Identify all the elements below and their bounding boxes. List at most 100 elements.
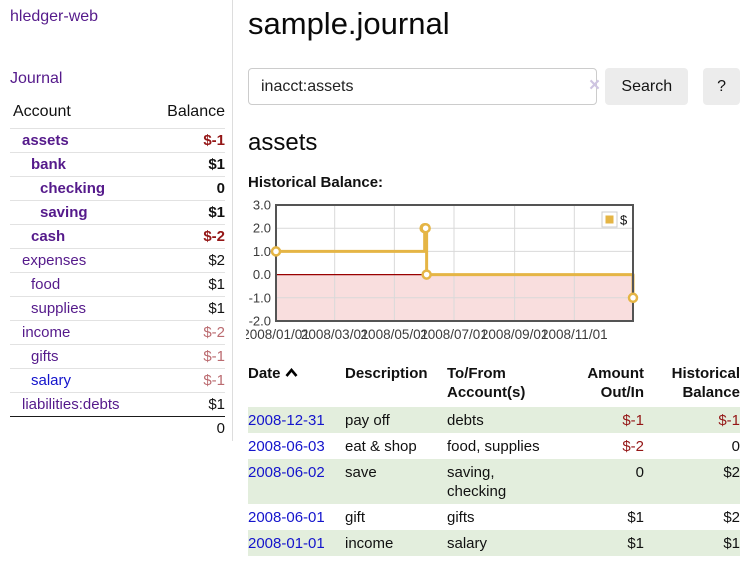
- register-table: Date Description To/From Account(s) Amou…: [248, 362, 740, 556]
- accounts-table-body: assets $-1 bank $1 checking 0 saving $1 cash $-2 e…: [10, 128, 225, 417]
- svg-text:-1.0: -1.0: [249, 290, 271, 305]
- account-balance: 0: [148, 176, 225, 201]
- transaction-date-link[interactable]: 2008-06-01: [248, 509, 325, 526]
- transaction-accounts: saving, checking: [447, 464, 507, 500]
- register-row: 2008-06-01 gift gifts $1 $2: [248, 504, 740, 530]
- chart-canvas: 3.0 2.0 1.0 0.0 -1.0 -2.02008/01/012008/03/01…: [242, 198, 639, 342]
- app-brand-link[interactable]: hledger-web: [10, 8, 99, 25]
- transaction-amount: $-2: [622, 438, 644, 455]
- svg-text:$: $: [620, 213, 628, 228]
- account-link[interactable]: liabilities:debts: [22, 396, 120, 413]
- transaction-description: eat & shop: [345, 438, 417, 455]
- historical-balance-chart: 3.0 2.0 1.0 0.0 -1.0 -2.0 2008/01/01 2008/03/01…: [242, 198, 646, 349]
- accounts-total-row: 0: [10, 416, 225, 440]
- transaction-accounts: salary: [447, 535, 488, 552]
- svg-text:2008/07/01: 2008/07/01: [420, 327, 488, 342]
- account-row: assets $-1: [10, 128, 225, 153]
- register-col-accounts: To/From Account(s): [447, 365, 526, 401]
- register-table-body: 2008-12-31 pay off debts $-1 $-1 2008-06-03 ea…: [248, 407, 740, 556]
- account-link[interactable]: bank: [31, 156, 67, 173]
- account-row: food $1: [10, 272, 225, 297]
- account-row: salary $-1: [10, 368, 225, 393]
- account-link[interactable]: saving: [40, 204, 88, 221]
- register-row: 2008-06-03 eat & shop food, supplies $-2 0: [248, 433, 740, 459]
- register-col-amount: Amount Out/In: [587, 365, 644, 401]
- chart-title: Historical Balance:: [248, 174, 384, 191]
- accounts-col-balance: Balance: [167, 103, 225, 120]
- transaction-balance: 0: [731, 438, 740, 455]
- account-balance: $1: [148, 272, 225, 297]
- account-row: bank $1: [10, 152, 225, 177]
- account-balance: $1: [148, 392, 225, 417]
- account-balance: $-2: [148, 224, 225, 249]
- transaction-amount: $-1: [622, 412, 644, 429]
- register-col-date[interactable]: Date: [248, 362, 345, 407]
- account-row: expenses $2: [10, 248, 225, 273]
- transaction-balance: $-1: [718, 412, 740, 429]
- help-button[interactable]: ?: [703, 68, 740, 105]
- accounts-table: Account Balance assets $-1 bank $1 checking 0…: [10, 103, 225, 440]
- svg-text:2008/09/01: 2008/09/01: [481, 327, 549, 342]
- register-col-description: Description: [345, 365, 428, 382]
- account-link[interactable]: cash: [31, 228, 66, 245]
- transaction-amount: $1: [627, 535, 644, 552]
- accounts-col-account: Account: [13, 103, 71, 120]
- account-link[interactable]: expenses: [22, 252, 87, 269]
- chevron-up-icon: [285, 364, 298, 383]
- sidebar: hledger-web Journal Account Balance asse…: [0, 0, 233, 441]
- account-balance: $-2: [148, 320, 225, 345]
- register-row: 2008-06-02 save saving, checking 0 $2: [248, 459, 740, 504]
- svg-text:3.0: 3.0: [253, 199, 271, 213]
- transaction-amount: $1: [627, 509, 644, 526]
- search-bar: × Search ?: [248, 68, 740, 105]
- account-link[interactable]: checking: [40, 180, 106, 197]
- account-row: cash $-2: [10, 224, 225, 249]
- account-link[interactable]: food: [31, 276, 61, 293]
- transaction-accounts: debts: [447, 412, 484, 429]
- account-link[interactable]: salary: [31, 372, 72, 389]
- transaction-description: income: [345, 535, 394, 552]
- transaction-balance: $2: [723, 509, 740, 526]
- account-balance: $-1: [148, 368, 225, 393]
- account-row: gifts $-1: [10, 344, 225, 369]
- svg-text:1.0: 1.0: [253, 244, 271, 259]
- search-button[interactable]: Search: [605, 68, 689, 105]
- register-row: 2008-12-31 pay off debts $-1 $-1: [248, 407, 740, 433]
- transaction-date-link[interactable]: 2008-06-03: [248, 438, 325, 455]
- account-row: checking 0: [10, 176, 225, 201]
- transaction-description: gift: [345, 509, 366, 526]
- clear-search-icon[interactable]: ×: [589, 75, 601, 96]
- account-link[interactable]: gifts: [31, 348, 59, 365]
- transaction-balance: $2: [723, 464, 740, 481]
- register-col-balance: Historical Balance: [671, 365, 740, 401]
- svg-text:2008/01/01: 2008/01/01: [246, 327, 310, 342]
- search-input[interactable]: [248, 68, 598, 105]
- account-heading: assets: [248, 129, 318, 156]
- svg-text:-2.0: -2.0: [249, 314, 271, 329]
- main-content: sample.journal × Search ? assets Histori…: [242, 0, 740, 556]
- transaction-accounts: gifts: [447, 509, 475, 526]
- page-title: sample.journal: [248, 6, 450, 41]
- account-link[interactable]: supplies: [31, 300, 87, 317]
- account-row: saving $1: [10, 200, 225, 225]
- transaction-date-link[interactable]: 2008-01-01: [248, 535, 325, 552]
- transaction-accounts: food, supplies: [447, 438, 540, 455]
- sidebar-item-journal[interactable]: Journal: [10, 70, 63, 87]
- transaction-description: pay off: [345, 412, 390, 429]
- svg-text:2008/11/01: 2008/11/01: [541, 327, 608, 342]
- transaction-amount: 0: [635, 464, 644, 481]
- account-balance: $2: [148, 248, 225, 273]
- account-row: liabilities:debts $1: [10, 392, 225, 417]
- register-row: 2008-01-01 income salary $1 $1: [248, 530, 740, 556]
- transaction-date-link[interactable]: 2008-12-31: [248, 412, 325, 429]
- account-row: supplies $1: [10, 296, 225, 321]
- accounts-total-value: 0: [148, 416, 225, 440]
- svg-text:0.0: 0.0: [253, 267, 271, 282]
- account-row: income $-2: [10, 320, 225, 345]
- transaction-date-link[interactable]: 2008-06-02: [248, 464, 325, 481]
- account-balance: $1: [148, 200, 225, 225]
- account-balance: $-1: [148, 344, 225, 369]
- account-link[interactable]: assets: [22, 132, 69, 149]
- transaction-description: save: [345, 464, 377, 481]
- account-link[interactable]: income: [22, 324, 71, 341]
